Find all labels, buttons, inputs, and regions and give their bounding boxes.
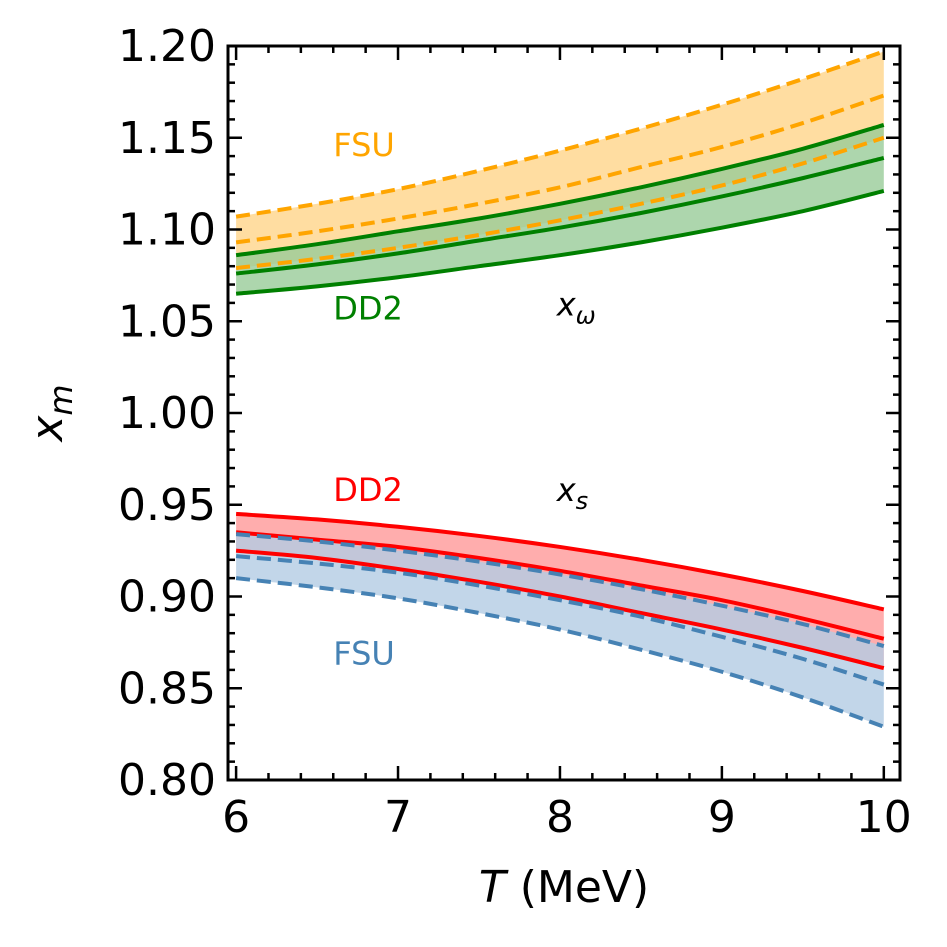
line-x-s-fsu-upper [235, 532, 885, 648]
annotation-fsu-bottom: FSU [333, 634, 395, 672]
y-axis-label: xm [22, 384, 80, 443]
band-x-s-fsu [236, 534, 884, 727]
annotation-dd2-top: DD2 [333, 289, 403, 327]
line-x-s-fsu-middle [235, 554, 885, 687]
y-tick-label: 1.20 [118, 21, 216, 72]
line-x-omega-fsu-upper [235, 49, 885, 219]
line-layer [235, 49, 885, 729]
y-tick-label: 1.10 [118, 205, 216, 256]
y-tick-label: 1.00 [118, 388, 216, 439]
y-tick-label: 0.95 [118, 480, 216, 531]
x-tick-label: 7 [384, 792, 412, 843]
line-x-omega-dd2-middle [235, 155, 885, 276]
annotation-x-omega: xω [556, 286, 596, 330]
y-tick-label: 0.85 [118, 663, 216, 714]
band-x-omega-fsu [236, 51, 884, 269]
line-x-omega-dd2-upper [235, 122, 885, 258]
x-axis-label-italic: T [479, 862, 509, 913]
x-axis-label-units: (MeV) [506, 862, 649, 913]
line-x-s-dd2-middle [235, 530, 885, 641]
x-tick-label: 6 [222, 792, 250, 843]
annotation-x-s: xs [556, 471, 588, 515]
x-tick-label: 9 [708, 792, 736, 843]
annotation-subscript: s [576, 487, 589, 515]
plot-frame [226, 44, 902, 782]
line-x-omega-dd2-lower [235, 189, 885, 296]
annotation-base: x [556, 471, 577, 509]
line-x-s-fsu-lower [235, 576, 885, 729]
y-tick-label: 1.05 [118, 296, 216, 347]
x-tick-label: 10 [856, 792, 912, 843]
x-axis-label: T (MeV) [479, 862, 649, 913]
tick-label-layer: 6 7 8 9 10 0.80 0.85 0.90 0.95 1.00 1.05 1.10 1.15 1.… [118, 21, 912, 843]
annotation-fsu-top: FSU [333, 126, 395, 164]
annotation-subscript: ω [576, 302, 596, 330]
y-axis-label-base: x [22, 415, 73, 444]
line-x-omega-fsu-middle [235, 93, 885, 245]
line-x-omega-fsu-lower [235, 135, 885, 271]
line-x-s-dd2-upper [235, 511, 885, 612]
y-tick-label: 0.90 [118, 572, 216, 623]
y-tick-label: 0.80 [118, 755, 216, 806]
line-x-s-dd2-lower [235, 548, 885, 671]
x-tick-label: 8 [546, 792, 574, 843]
annotation-dd2-bottom: DD2 [333, 471, 403, 509]
annotation-base: x [556, 286, 577, 324]
y-axis-label-sub: m [42, 384, 80, 415]
y-tick-label: 1.15 [118, 113, 216, 164]
